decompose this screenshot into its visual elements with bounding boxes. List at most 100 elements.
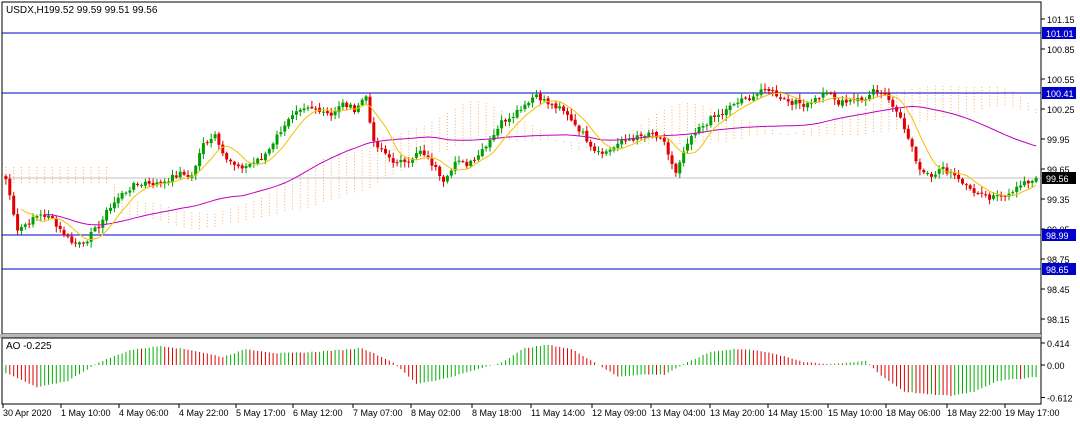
candle-body [728,105,732,111]
candle-body [600,151,604,154]
candle-body [422,150,426,156]
candle-body [93,227,97,232]
candle-body [171,174,174,183]
candle-body [306,107,310,109]
candle-body [860,97,864,101]
price-tick-label: 99.95 [1047,135,1070,145]
candle-body [364,96,368,101]
candle-body [356,105,360,112]
candle-body [655,132,658,138]
candle-body [566,111,569,115]
chart-symbol-label: USDX,H1 [6,5,50,16]
candle-body [829,93,833,94]
candle-body [449,170,453,176]
candle-body [39,214,43,216]
candle-body [387,154,391,158]
ao-histogram [5,344,1037,396]
candle-body [604,151,608,154]
candle-body [651,132,655,134]
candle-body [240,165,244,169]
candle-body [476,155,480,160]
candle-body [643,136,647,137]
level-price-tag [1042,87,1076,99]
candle-body [337,106,341,113]
candle-body [1022,181,1026,186]
oscillator-frame[interactable] [1,337,1042,405]
candle-body [8,178,12,196]
candle-body [279,132,283,135]
candle-body [992,195,995,199]
candle-body [740,98,744,104]
candle-body [957,174,961,179]
candle-body [333,111,337,116]
candle-body [608,149,612,152]
candle-body [709,116,713,126]
candle-body [864,99,868,101]
candle-body [500,120,504,129]
candle-body [689,136,693,145]
candle-body [523,104,527,110]
ao-tick-label: 0.00 [1047,361,1065,371]
candle-body [542,99,546,101]
price-tick-label: 98.15 [1047,315,1070,325]
candle-body [670,155,674,164]
candle-body [116,197,120,204]
candle-body [717,114,720,117]
candle-body [527,103,531,106]
candle-body [910,139,914,147]
candle-body [368,96,372,123]
price-tick-label: 98.45 [1047,285,1070,295]
price-chart-frame[interactable] [1,1,1042,335]
candle-body [54,218,58,227]
candle-body [813,98,817,103]
candle-body [349,104,353,108]
candle-body [1026,180,1030,184]
candle-body [515,109,519,118]
candle-body [112,202,116,209]
candle-body [782,98,786,100]
candle-body [844,99,848,103]
candle-body [248,164,252,167]
candle-body [143,181,147,186]
candle-body [666,142,670,155]
ao-tick-label: 0.414 [1047,339,1070,349]
candle-body [27,223,31,225]
candle-body [964,184,968,186]
candle-body [984,194,988,196]
candle-body [469,160,473,166]
candle-body [755,94,759,96]
candle-body [879,92,883,94]
candle-body [794,99,798,105]
candle-body [569,114,573,121]
candle-body [457,160,461,162]
candle-body [124,192,128,194]
candle-body [933,174,937,177]
candle-body [221,144,225,154]
candle-body [287,119,291,127]
time-tick-label: 19 May 17:00 [1005,408,1060,418]
candle-body [744,97,748,99]
candle-body [31,217,35,225]
candle-body [732,104,736,106]
candle-body [16,214,20,231]
candle-body [968,185,972,189]
candle-body [980,192,984,194]
candle-body [132,183,136,190]
candle-body [186,174,190,177]
candle-body [399,160,403,163]
candle-body [411,158,415,163]
candle-body [360,99,364,106]
candle-body [531,97,535,103]
candle-body [391,158,395,163]
candle-body [868,95,871,99]
candle-body [194,165,198,176]
candle-body [589,141,593,147]
candle-body [345,102,349,107]
pane-splitter[interactable] [0,334,1041,338]
candle-body [786,99,790,102]
level-price-label: 98.99 [1046,231,1069,241]
candle-body [647,132,651,137]
candle-body [484,146,488,149]
candle-body [205,142,209,144]
